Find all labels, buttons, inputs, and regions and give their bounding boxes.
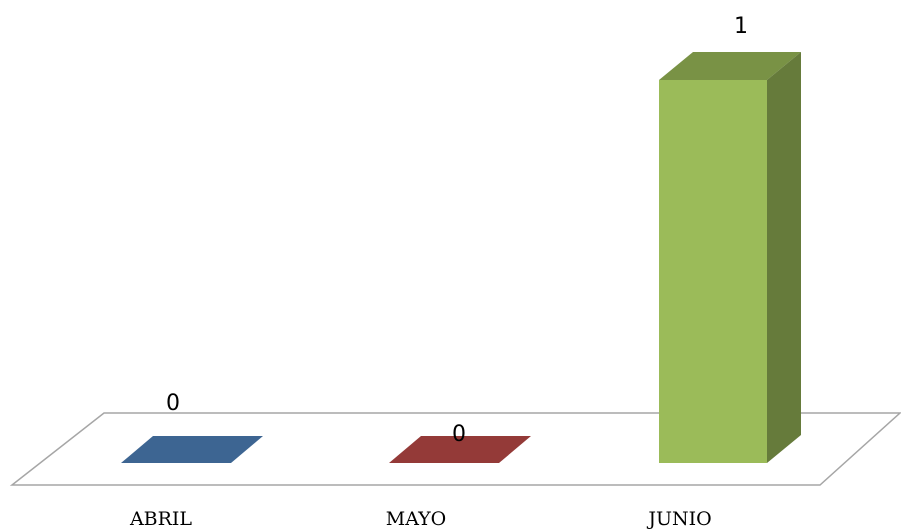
category-labels: ABRIL MAYO JUNIO bbox=[129, 508, 712, 530]
bar-junio bbox=[659, 80, 767, 463]
category-label-mayo: MAYO bbox=[386, 508, 447, 530]
value-labels: 0 0 1 bbox=[166, 14, 748, 447]
bar-junio-top bbox=[659, 52, 801, 80]
value-label-mayo: 0 bbox=[452, 422, 466, 447]
category-label-abril: ABRIL bbox=[129, 508, 192, 530]
value-label-abril: 0 bbox=[166, 391, 180, 416]
category-label-junio: JUNIO bbox=[646, 508, 711, 530]
bar-mayo bbox=[389, 436, 531, 463]
value-label-junio: 1 bbox=[734, 14, 748, 39]
bars-group bbox=[121, 52, 801, 463]
bar-abril bbox=[121, 436, 263, 463]
bar-junio-side bbox=[767, 52, 801, 463]
